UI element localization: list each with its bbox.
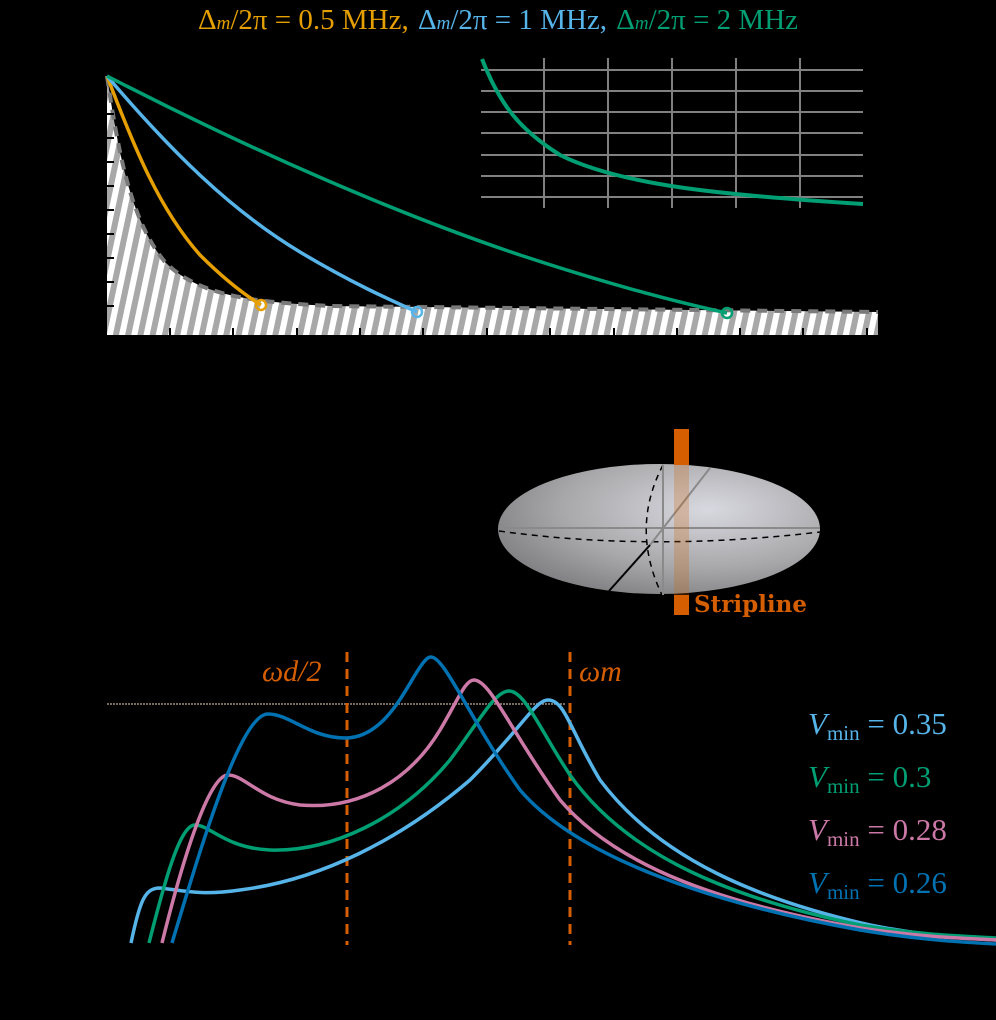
hatched-region [107,76,878,335]
series-vmin-0.28 [160,678,996,944]
bottom-panel [107,652,996,946]
title-part-2: Δm/2π = 2 MHz [616,4,799,36]
inset-series-2MHz [480,58,864,206]
legend-item-0.35: Vmin = 0.35 [808,706,947,745]
label-wm: ωm [579,655,622,688]
title-part-0: Δm/2π = 0.5 MHz, [197,4,409,36]
stripline-label: Stripline [694,591,808,618]
inset-plot [481,58,863,208]
chart-title: Δm/2π = 0.5 MHz, Δm/2π = 1 MHz, Δm/2π = … [0,2,996,37]
legend-item-0.3: Vmin = 0.3 [808,759,932,798]
series-0.5MHz [105,75,262,307]
stripline-through [674,465,689,595]
series-2MHz [106,74,728,315]
series-vmin-0.26 [170,655,996,946]
title-part-1: Δm/2π = 1 MHz, [417,4,608,36]
label-wd-half: ωd/2 [262,655,322,688]
legend: Vmin = 0.35 Vmin = 0.3 Vmin = 0.28 Vmin … [808,702,947,914]
endpoint-0.5MHz [254,298,268,312]
x-ticks [169,328,868,335]
endpoint-1MHz [410,305,424,319]
legend-item-0.28: Vmin = 0.28 [808,812,947,851]
stripline-bottom [674,595,689,615]
series-vmin-0.3 [147,689,996,944]
stripline-top [674,429,689,465]
series-1MHz [105,74,418,314]
series-vmin-0.35 [129,698,996,944]
ellipsoid-diagram [498,429,821,615]
y-ticks [107,113,114,307]
legend-item-0.26: Vmin = 0.26 [808,865,947,904]
endpoint-2MHz [720,306,734,320]
top-panel [105,74,879,335]
